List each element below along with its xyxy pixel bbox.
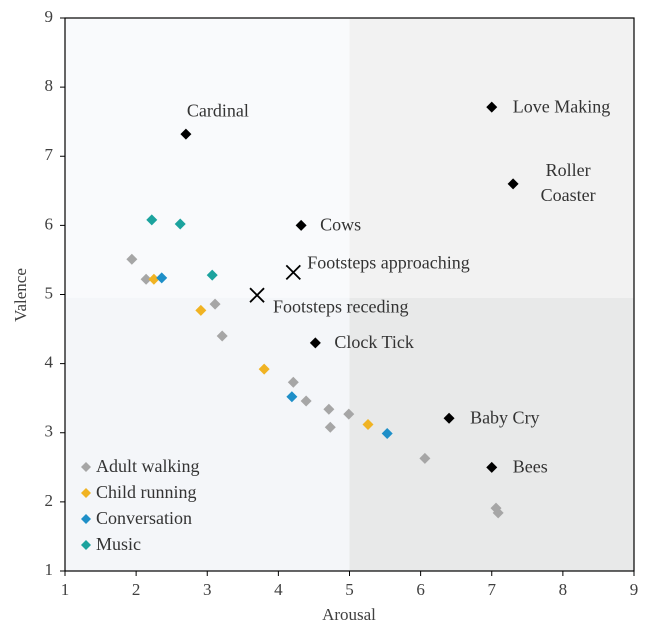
point-label: Bees [513,456,548,476]
quadrant [65,297,350,571]
data-point [492,507,504,519]
legend-marker [81,514,91,524]
data-point [216,330,228,342]
reference-point [443,412,455,424]
reference-point [180,128,192,140]
reference-x [249,287,265,303]
x-tick-label: 4 [274,580,283,599]
reference-point [295,219,307,231]
reference-x [285,264,301,281]
data-point [195,304,207,316]
data-point [300,395,312,407]
label-line: Coaster [541,185,596,205]
point-label: Baby Cry [470,407,540,427]
x-tick-label: 6 [416,580,425,599]
y-tick-label: 3 [45,422,54,441]
y-tick-label: 8 [45,76,54,95]
point-label: Cows [320,215,361,235]
point-label: Roller Coaster [541,160,596,205]
point-label: Clock Tick [334,332,414,352]
data-point [258,363,270,375]
point-label: Cardinal [187,100,249,120]
x-tick-label: 9 [630,580,639,599]
legend-label: Music [96,534,141,554]
legend-label: Child running [96,482,197,502]
data-point [126,253,138,265]
x-tick-label: 3 [203,580,212,599]
reference-point [486,101,498,113]
reference-point [507,178,519,190]
data-point [324,421,336,433]
data-point [146,214,158,226]
point-label: Love Making [513,96,610,116]
quadrant [349,297,634,571]
y-tick-label: 7 [45,145,54,164]
reference-point [486,461,498,473]
y-tick-label: 2 [45,491,54,510]
x-stroke [249,287,265,303]
data-point [140,273,152,285]
legend-label: Conversation [96,508,192,528]
data-point [362,418,374,430]
y-axis-label: Valence [11,268,30,322]
data-point [148,273,160,285]
point-label: Footsteps approaching [307,253,469,273]
data-point [209,298,221,310]
point-label: Footsteps receding [273,296,408,316]
y-tick-label: 5 [45,283,54,302]
y-tick-label: 4 [45,353,54,372]
y-tick-label: 6 [45,214,54,233]
x-tick-label: 7 [488,580,497,599]
label-line: Roller [546,160,591,180]
x-axis-label: Arousal [322,605,376,624]
x-tick-label: 8 [559,580,568,599]
data-point [286,391,298,403]
data-point [343,408,355,420]
data-point [287,376,299,388]
data-point [381,427,393,439]
y-tick-label: 9 [45,7,54,26]
quadrant [349,18,634,298]
legend-marker [81,462,91,472]
data-point [419,452,431,464]
x-tick-label: 2 [132,580,141,599]
data-point [174,218,186,230]
legend-marker [81,540,91,550]
quadrant [65,18,350,298]
data-point [206,269,218,281]
x-tick-label: 1 [61,580,70,599]
y-tick-label: 1 [45,560,54,579]
x-tick-label: 5 [345,580,354,599]
legend-label: Adult walking [96,456,200,476]
x-stroke [285,264,301,281]
reference-point [309,337,321,349]
data-point [156,272,168,284]
data-point [323,403,335,415]
legend-marker [81,488,91,498]
